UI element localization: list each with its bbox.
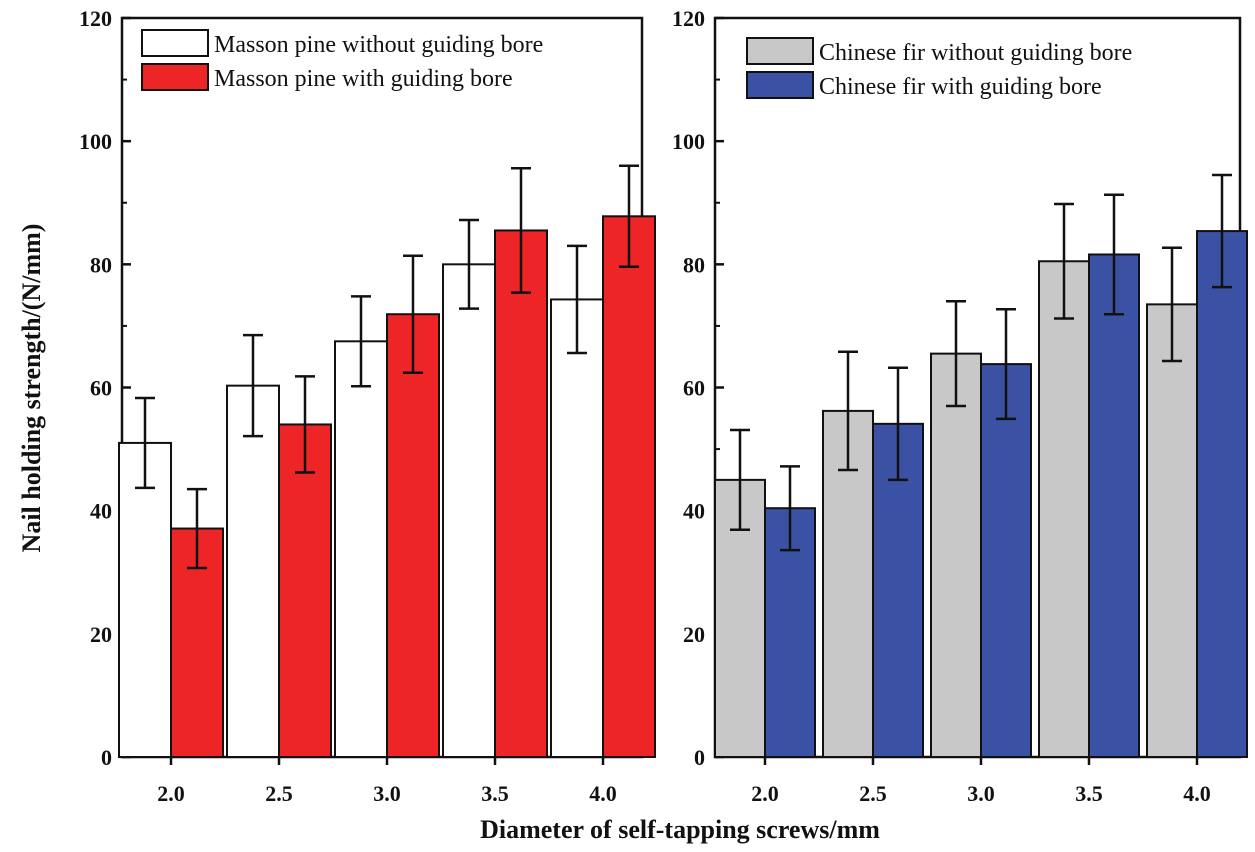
legend-swatch [141, 63, 209, 91]
y-tick-label: 120 [79, 6, 112, 31]
bar-fir-without-bore [1146, 303, 1198, 758]
y-tick-label: 20 [90, 622, 112, 647]
x-tick-label: 3.5 [1075, 781, 1103, 806]
y-tick-label: 60 [683, 376, 705, 401]
x-tick-label: 2.5 [859, 781, 887, 806]
x-tick-label: 4.0 [589, 781, 617, 806]
legend-label: Masson pine with guiding bore [214, 66, 513, 92]
bar-masson-without-bore [334, 340, 388, 758]
bar-masson-with-bore [602, 215, 656, 758]
y-axis-title: Nail holding strength/(N/mm) [17, 224, 46, 553]
y-tick-label: 0 [101, 745, 112, 770]
bar-masson-with-bore [494, 229, 548, 758]
x-tick-label: 3.0 [967, 781, 995, 806]
y-tick-label: 0 [694, 745, 705, 770]
bar-masson-without-bore [442, 263, 496, 758]
x-tick-label: 2.5 [265, 781, 293, 806]
bar-fir-with-bore [1196, 230, 1248, 759]
bar-masson-without-bore [118, 441, 172, 758]
legend-label: Chinese fir without guiding bore [819, 40, 1132, 66]
y-tick-label: 80 [683, 252, 705, 277]
x-axis-title: Diameter of self-tapping screws/mm [480, 815, 880, 844]
legend-swatch [746, 37, 814, 65]
legend-swatch [746, 71, 814, 99]
y-tick-label: 40 [90, 499, 112, 524]
bar-masson-without-bore [550, 298, 604, 758]
y-tick-label: 100 [79, 129, 112, 154]
x-tick-label: 2.0 [157, 781, 185, 806]
legend-swatch [141, 29, 209, 57]
bar-fir-with-bore [1088, 253, 1140, 758]
x-tick-label: 3.0 [373, 781, 401, 806]
y-tick-label: 20 [683, 622, 705, 647]
bar-masson-with-bore [170, 527, 224, 758]
left-panel-masson-pine: 0 20 40 60 80 100 120 2.0 2.5 3.0 3.5 4.0 Masson pin… [79, 6, 656, 806]
y-tick-label: 100 [672, 129, 705, 154]
bar-masson-without-bore [226, 384, 280, 758]
y-tick-label: 40 [683, 499, 705, 524]
right-panel-chinese-fir: 0 20 40 60 80 100 120 2.0 2.5 3.0 3.5 4.0 Chinese fi… [672, 6, 1248, 806]
legend-label: Masson pine without guiding bore [214, 32, 543, 58]
bar-masson-with-bore [278, 423, 332, 758]
y-tick-label: 80 [90, 252, 112, 277]
y-tick-label: 120 [672, 6, 705, 31]
legend-label: Chinese fir with guiding bore [819, 74, 1102, 100]
bar-fir-without-bore [930, 352, 982, 758]
bar-fir-with-bore [980, 363, 1032, 758]
x-tick-label: 3.5 [481, 781, 509, 806]
bar-masson-with-bore [386, 313, 440, 758]
x-tick-label: 4.0 [1183, 781, 1211, 806]
y-tick-label: 60 [90, 376, 112, 401]
bar-fir-without-bore [1038, 260, 1090, 758]
x-tick-label: 2.0 [751, 781, 779, 806]
